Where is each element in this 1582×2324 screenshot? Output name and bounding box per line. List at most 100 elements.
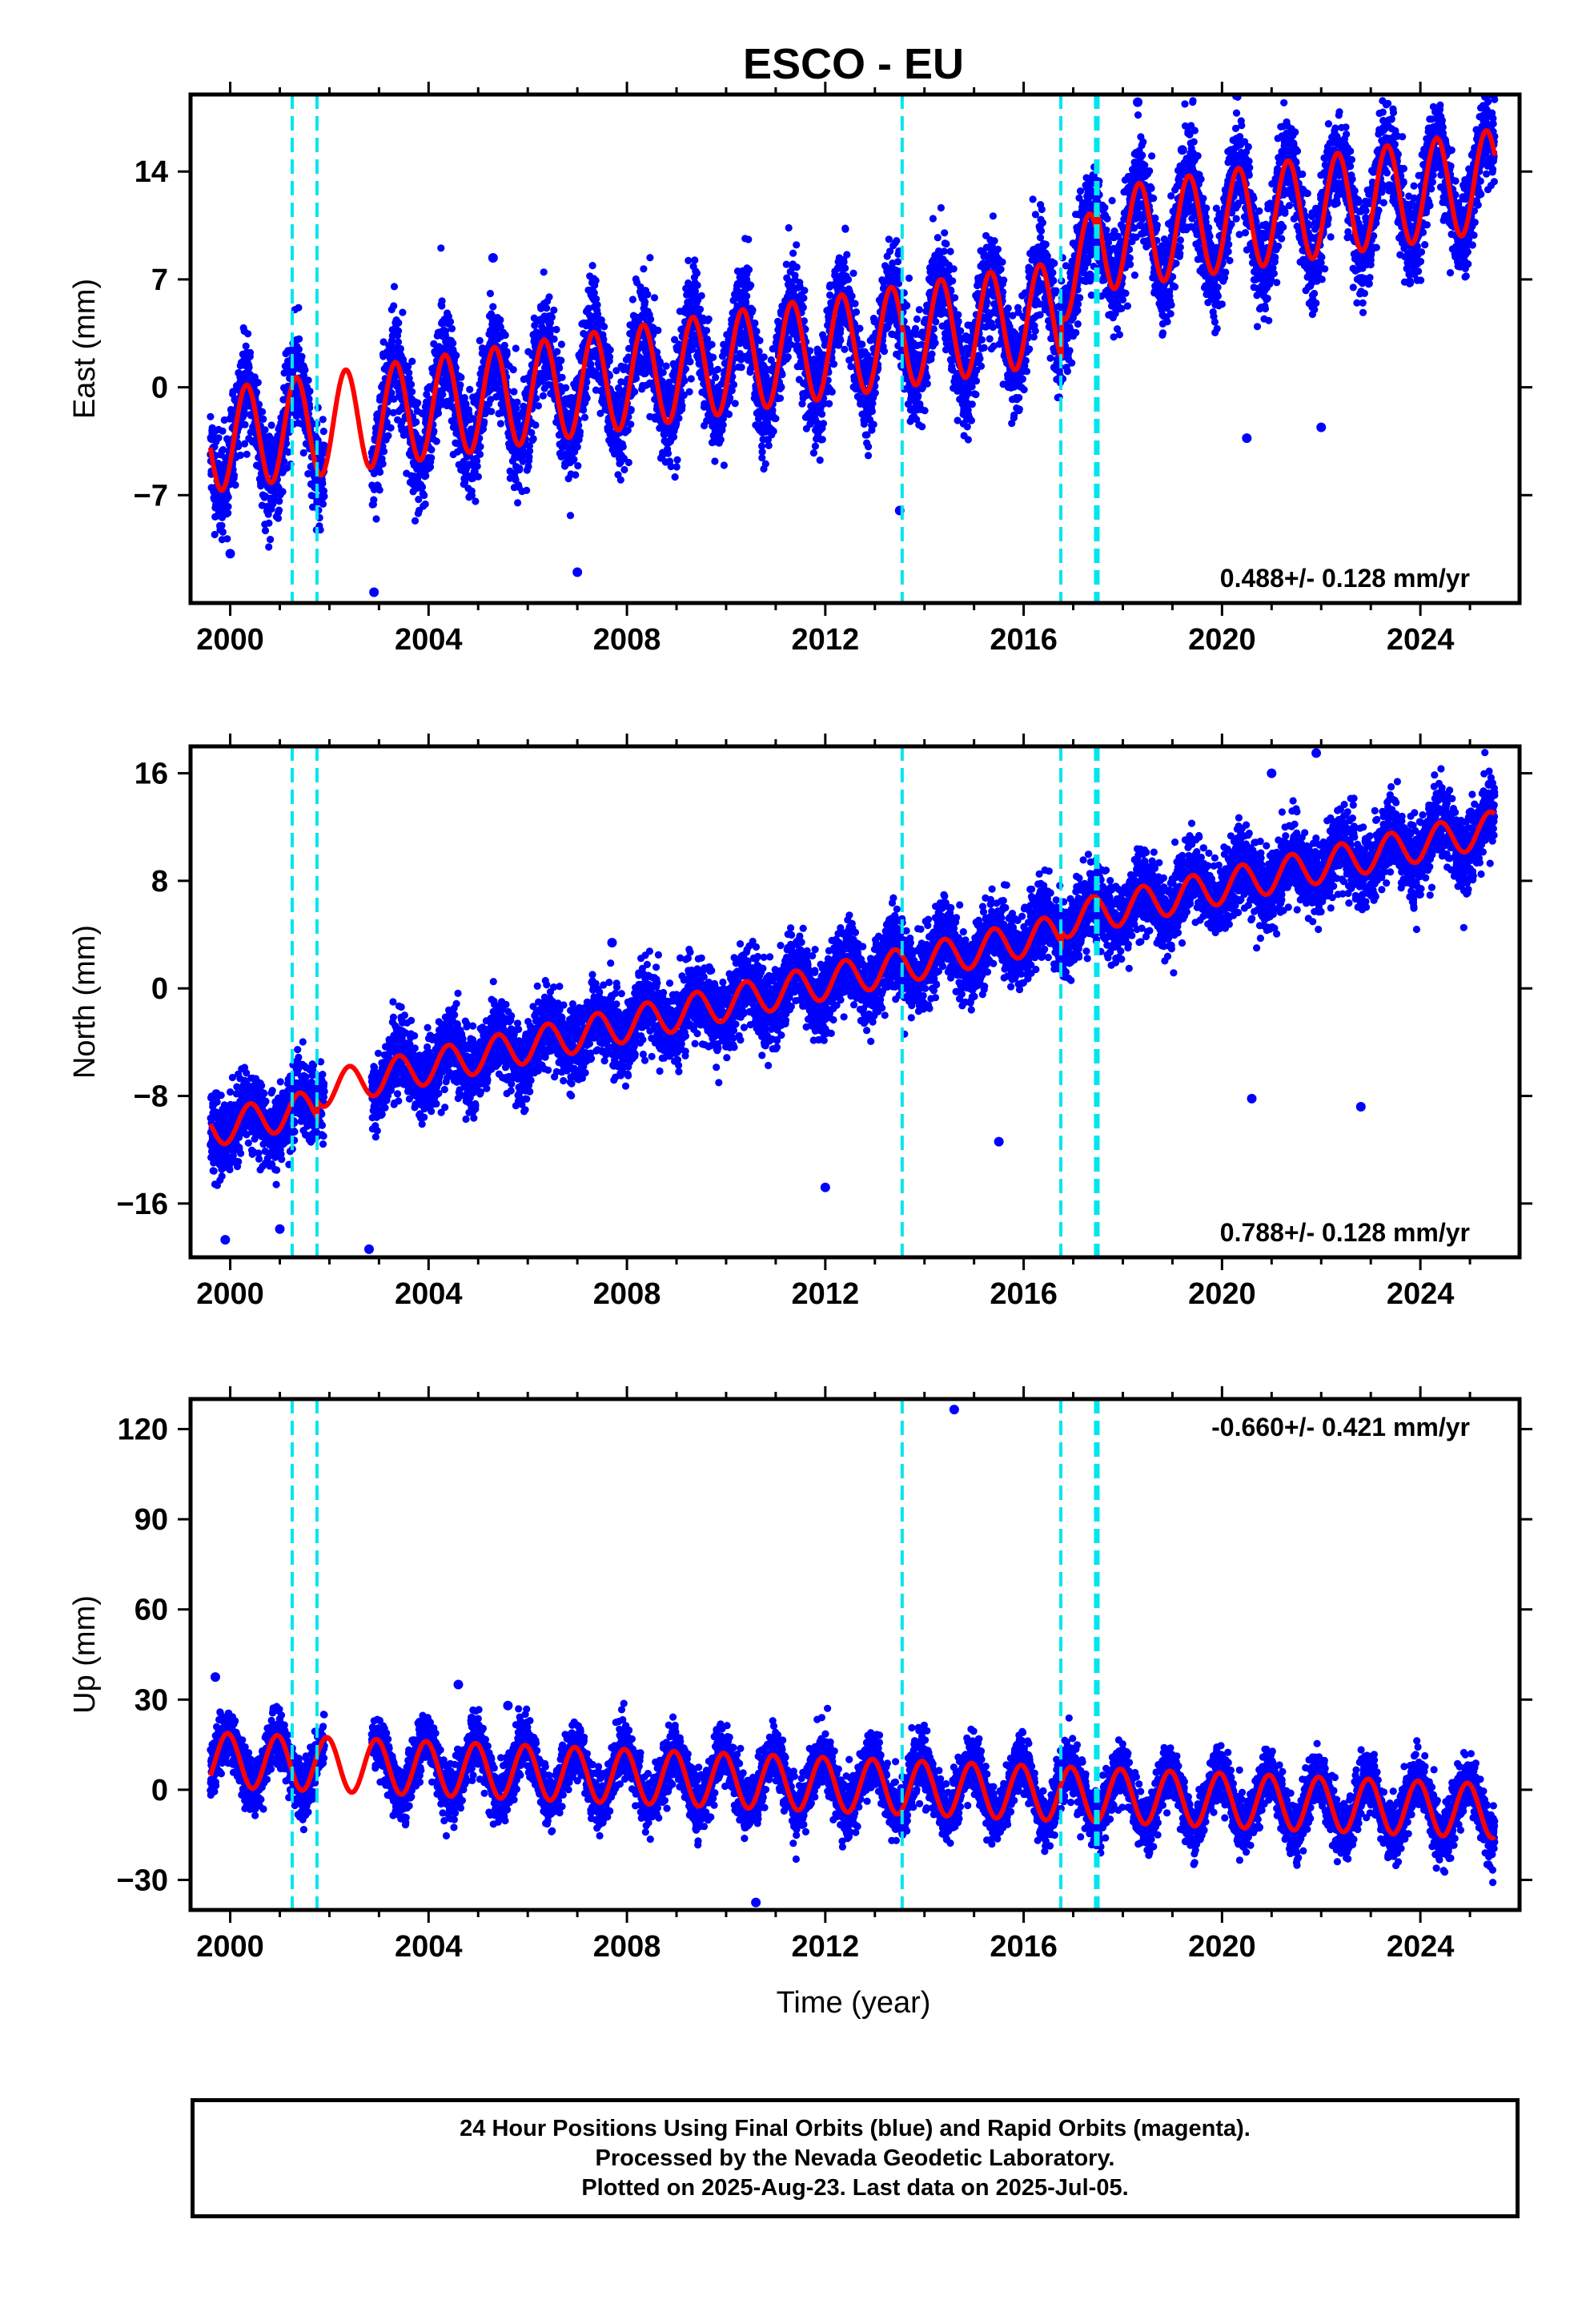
data-point bbox=[215, 434, 223, 442]
data-point bbox=[858, 340, 866, 348]
data-point bbox=[905, 274, 913, 282]
data-point bbox=[816, 456, 824, 464]
data-point bbox=[592, 295, 600, 303]
data-point bbox=[395, 327, 403, 335]
data-point bbox=[394, 338, 403, 346]
data-point bbox=[298, 352, 306, 360]
data-point bbox=[299, 448, 307, 457]
data-point bbox=[915, 306, 923, 314]
data-point bbox=[218, 521, 226, 529]
data-point bbox=[412, 418, 420, 426]
data-point bbox=[647, 316, 655, 324]
data-point bbox=[558, 373, 566, 381]
data-point bbox=[818, 410, 826, 418]
data-point bbox=[473, 462, 481, 470]
data-point bbox=[384, 432, 392, 440]
data-point bbox=[500, 341, 508, 349]
data-point bbox=[255, 400, 263, 408]
data-point bbox=[223, 535, 231, 543]
data-point bbox=[745, 266, 753, 274]
data-point bbox=[319, 416, 327, 424]
data-point bbox=[685, 256, 693, 264]
data-point bbox=[606, 346, 614, 354]
data-point bbox=[616, 476, 624, 484]
data-point bbox=[818, 436, 826, 444]
data-point bbox=[496, 420, 505, 428]
data-point bbox=[526, 447, 534, 455]
data-point bbox=[587, 360, 595, 368]
data-point bbox=[856, 324, 864, 332]
data-point bbox=[514, 499, 522, 507]
data-point bbox=[501, 331, 509, 340]
data-point bbox=[271, 438, 279, 446]
data-point bbox=[628, 296, 637, 304]
data-point bbox=[743, 292, 751, 300]
data-point bbox=[231, 481, 239, 489]
data-point bbox=[540, 268, 548, 276]
data-point bbox=[480, 418, 488, 426]
data-point bbox=[671, 473, 679, 481]
data-point bbox=[737, 364, 745, 372]
data-point bbox=[711, 457, 719, 465]
data-point bbox=[405, 375, 413, 383]
data-point bbox=[596, 409, 604, 417]
data-point bbox=[420, 491, 428, 500]
data-point bbox=[426, 463, 435, 471]
data-point bbox=[379, 338, 387, 346]
data-point bbox=[320, 447, 328, 456]
data-point bbox=[819, 420, 828, 428]
data-point bbox=[921, 407, 929, 415]
data-point bbox=[372, 515, 380, 523]
data-point bbox=[731, 400, 739, 408]
data-point bbox=[534, 402, 543, 410]
data-point bbox=[581, 384, 590, 392]
data-point bbox=[295, 304, 303, 312]
data-point bbox=[224, 493, 232, 501]
data-point bbox=[399, 308, 407, 316]
data-point bbox=[719, 421, 727, 429]
data-point bbox=[224, 503, 232, 511]
data-point bbox=[375, 486, 383, 494]
data-point bbox=[387, 389, 396, 397]
data-point bbox=[758, 448, 766, 456]
data-point bbox=[687, 375, 695, 383]
data-point bbox=[476, 443, 484, 451]
data-point bbox=[543, 304, 551, 312]
data-point bbox=[841, 345, 849, 353]
data-point bbox=[580, 413, 589, 421]
data-point bbox=[516, 464, 524, 472]
data-point bbox=[466, 385, 474, 393]
data-point bbox=[641, 298, 649, 306]
data-point bbox=[914, 392, 922, 400]
data-point bbox=[441, 327, 450, 335]
chart-title: ESCO - EU bbox=[743, 40, 964, 88]
data-point bbox=[841, 225, 849, 233]
data-point bbox=[301, 366, 309, 374]
data-point bbox=[837, 325, 845, 333]
data-point bbox=[673, 456, 681, 464]
data-point bbox=[370, 496, 378, 504]
data-point bbox=[430, 427, 438, 436]
data-point bbox=[390, 395, 398, 403]
data-point bbox=[240, 440, 249, 448]
data-point bbox=[319, 500, 327, 509]
data-point bbox=[550, 335, 558, 343]
data-point bbox=[918, 423, 926, 431]
data-point bbox=[572, 471, 580, 479]
data-point bbox=[254, 379, 262, 387]
data-point bbox=[319, 428, 327, 436]
data-point bbox=[923, 380, 931, 388]
data-point bbox=[931, 339, 939, 347]
data-point bbox=[627, 420, 635, 428]
data-point bbox=[843, 251, 851, 259]
data-point bbox=[550, 306, 558, 314]
data-point bbox=[230, 472, 239, 480]
data-point bbox=[776, 394, 785, 402]
data-point bbox=[422, 472, 430, 480]
data-point bbox=[395, 319, 403, 327]
data-point bbox=[583, 378, 591, 386]
data-point bbox=[800, 294, 808, 302]
data-point bbox=[275, 506, 283, 514]
data-point bbox=[437, 244, 445, 252]
